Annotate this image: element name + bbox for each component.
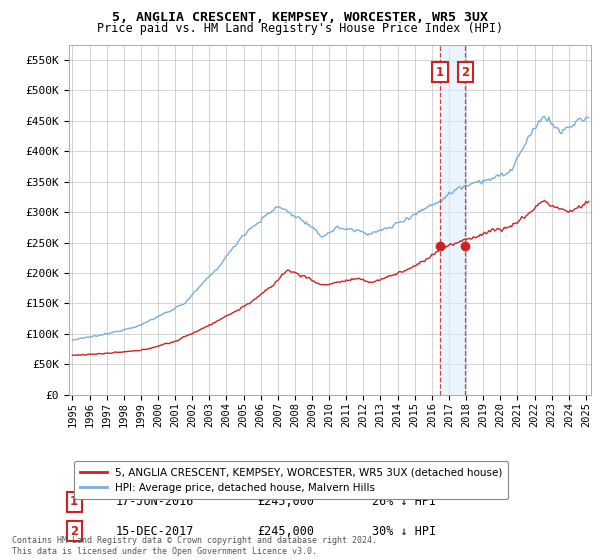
Text: £245,000: £245,000 [257,525,314,538]
Legend: 5, ANGLIA CRESCENT, KEMPSEY, WORCESTER, WR5 3UX (detached house), HPI: Average p: 5, ANGLIA CRESCENT, KEMPSEY, WORCESTER, … [74,461,508,499]
Text: £245,000: £245,000 [257,495,314,508]
Text: Contains HM Land Registry data © Crown copyright and database right 2024.
This d: Contains HM Land Registry data © Crown c… [12,536,377,556]
Text: 15-DEC-2017: 15-DEC-2017 [116,525,194,538]
Text: 1: 1 [436,66,444,79]
Bar [440,45,466,395]
Text: Price paid vs. HM Land Registry's House Price Index (HPI): Price paid vs. HM Land Registry's House … [97,22,503,35]
Text: 2: 2 [461,66,469,79]
Text: 30% ↓ HPI: 30% ↓ HPI [372,525,436,538]
Text: 2: 2 [70,525,78,538]
Text: 26% ↓ HPI: 26% ↓ HPI [372,495,436,508]
Text: 1: 1 [70,495,78,508]
Text: 5, ANGLIA CRESCENT, KEMPSEY, WORCESTER, WR5 3UX: 5, ANGLIA CRESCENT, KEMPSEY, WORCESTER, … [112,11,488,24]
Text: 17-JUN-2016: 17-JUN-2016 [116,495,194,508]
